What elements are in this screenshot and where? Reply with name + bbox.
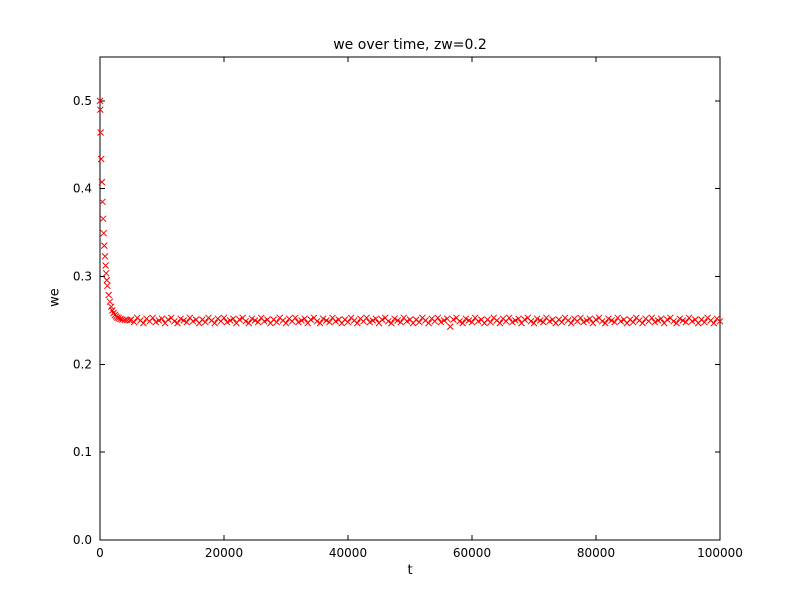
y-tick-label: 0.0 xyxy=(73,533,92,547)
y-tick-label: 0.5 xyxy=(73,94,92,108)
y-tick-label: 0.4 xyxy=(73,182,92,196)
x-tick-label: 100000 xyxy=(697,546,743,560)
axes-frame xyxy=(99,56,721,541)
chart-title: we over time, zw=0.2 xyxy=(333,37,487,53)
y-axis-label: we xyxy=(47,288,63,307)
x-tick-label: 0 xyxy=(96,546,104,560)
y-tick-label: 0.1 xyxy=(73,445,92,459)
x-tick-label: 80000 xyxy=(577,546,615,560)
y-tick-label: 0.2 xyxy=(73,357,92,371)
y-tick-label: 0.3 xyxy=(73,270,92,284)
x-tick-label: 20000 xyxy=(205,546,243,560)
x-axis-label: t xyxy=(407,563,413,578)
x-tick-label: 40000 xyxy=(329,546,367,560)
x-tick-label: 60000 xyxy=(453,546,491,560)
scatter-series xyxy=(96,97,724,330)
